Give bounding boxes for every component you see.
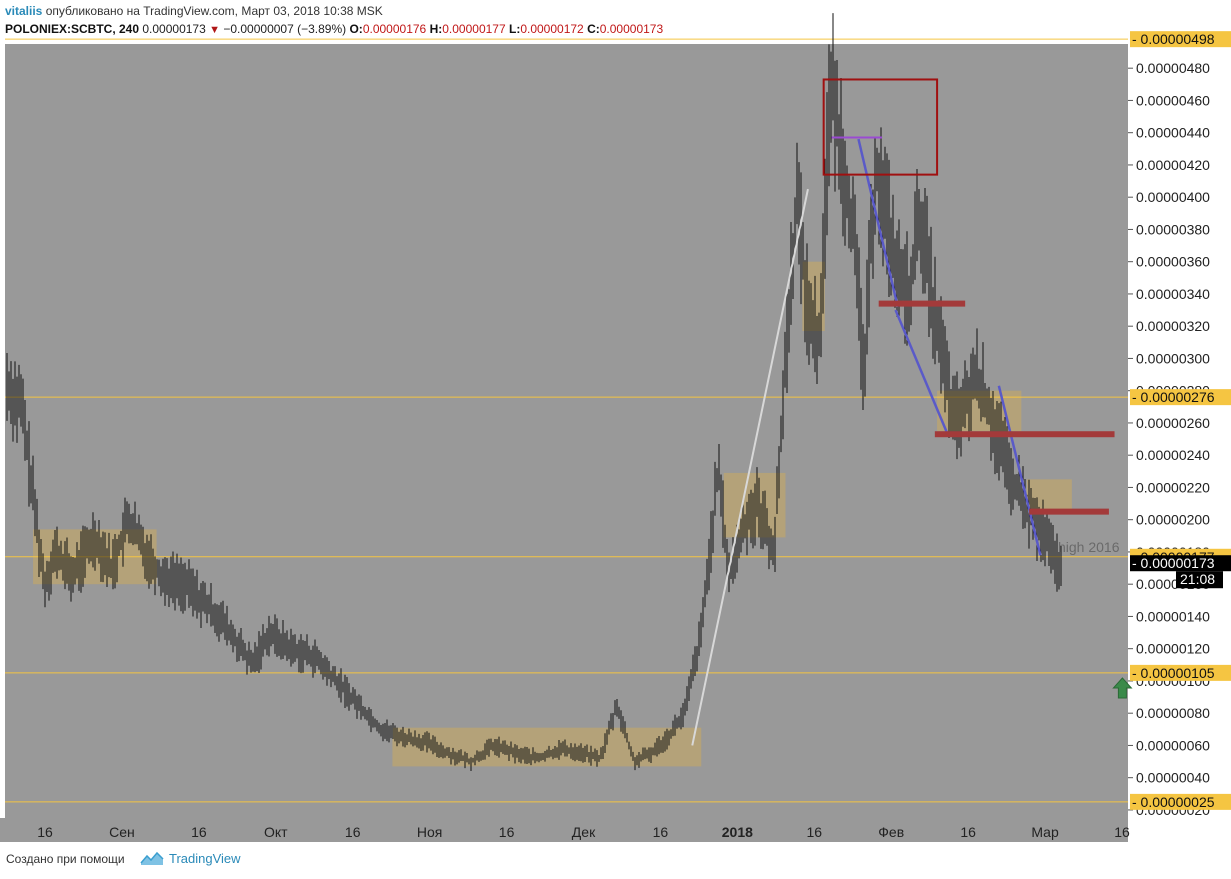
time-tick-label: 16: [191, 824, 207, 840]
close-value: 0.00000173: [599, 22, 664, 36]
open-value: 0.00000176: [362, 22, 427, 36]
red-level-bar[interactable]: [934, 431, 1115, 438]
price-tick-label: 0.00000300: [1136, 350, 1210, 366]
low-value: 0.00000172: [520, 22, 584, 36]
low-label: L:: [508, 22, 521, 36]
price-tick-label: 0.00000400: [1136, 189, 1210, 205]
chart-header: vitaliis опубликовано на TradingView.com…: [0, 0, 1231, 44]
price-tick-label: 0.00000260: [1136, 415, 1210, 431]
level-price-tag[interactable]: [1130, 389, 1231, 406]
down-triangle-icon: ▼: [209, 24, 221, 36]
price-tick-label: 0.00000340: [1136, 286, 1210, 302]
close-label: C:: [587, 22, 600, 36]
price-zone: [392, 727, 702, 767]
time-tick-label: 16: [1114, 824, 1130, 840]
price-chart[interactable]: high 2016 0.00000480 0.00000460 0.00000440 0…: [0, 0, 1231, 842]
time-tick-label: Ноя: [417, 824, 442, 840]
level-price-label: - 0.00000105: [1132, 665, 1215, 681]
time-tick-label: Окт: [264, 824, 288, 840]
time-tick-label: Мар: [1031, 824, 1059, 840]
price-tick-label: 0.00000480: [1136, 60, 1210, 76]
level-price-tag[interactable]: [1130, 793, 1231, 810]
author-link[interactable]: vitaliis: [5, 4, 43, 18]
trend-line-blue[interactable]: [857, 138, 900, 308]
price-tick-label: 0.00000240: [1136, 447, 1210, 463]
time-tick-label: Фев: [878, 824, 904, 840]
price-tick-label: 0.00000120: [1136, 641, 1210, 657]
horizontal-levels: [5, 38, 1128, 803]
tradingview-logo-icon[interactable]: [140, 850, 164, 866]
level-price-tag[interactable]: [1130, 31, 1231, 48]
price-tick-label: 0.00000360: [1136, 254, 1210, 270]
symbol-label[interactable]: POLONIEX:SCBTC, 240: [5, 22, 140, 36]
time-tick-label: 16: [960, 824, 976, 840]
time-axis-background[interactable]: [0, 818, 1128, 842]
symbol-info: POLONIEX:SCBTC, 240 0.00000173 ▼ −0.0000…: [5, 22, 663, 36]
footer: Создано при помощи TradingView: [0, 842, 1231, 879]
price-candles: [6, 13, 1062, 771]
countdown-label: 21:08: [1180, 571, 1215, 587]
trend-line-blue[interactable]: [894, 309, 950, 437]
open-label: O:: [349, 22, 363, 36]
countdown-tag: [1176, 571, 1223, 589]
published-text: опубликовано на TradingView.com, Март 03…: [45, 4, 383, 18]
price-axis-background[interactable]: [1128, 44, 1231, 842]
price-tick-label: 0.00000320: [1136, 318, 1210, 334]
price-tick-label: 0.00000200: [1136, 512, 1210, 528]
level-price-label: - 0.00000025: [1132, 794, 1215, 810]
last-price-label: - 0.00000173: [1132, 555, 1215, 571]
green-arrow-icon[interactable]: [1112, 677, 1133, 699]
tradingview-link[interactable]: TradingView: [169, 851, 241, 866]
price-tick-label: 0.00000380: [1136, 221, 1210, 237]
level-price-tag[interactable]: [1130, 664, 1231, 681]
level-price-label: - 0.00000498: [1132, 31, 1215, 47]
time-tick-label: Сен: [109, 824, 135, 840]
price-tick-label: 0.00000080: [1136, 705, 1210, 721]
time-tick-label: 16: [653, 824, 669, 840]
made-with-text: Создано при помощи: [6, 852, 125, 866]
price-tick-label: 0.00000220: [1136, 479, 1210, 495]
price-tick-label: 0.00000460: [1136, 92, 1210, 108]
price-change: −0.00000007 (−3.89%): [223, 22, 347, 36]
price-zone: [1026, 479, 1072, 512]
high-value: 0.00000177: [442, 22, 506, 36]
time-tick-label: Дек: [572, 824, 596, 840]
time-tick-label: 16: [499, 824, 515, 840]
level-price-label: - 0.00000276: [1132, 389, 1215, 405]
time-axis: 16 Сен 16 Окт 16 Ноя 16 Дек 16 2018 16 Фев 16 Мар 16: [37, 824, 1130, 840]
price-tick-label: 0.00000060: [1136, 737, 1210, 753]
time-tick-label: 16: [806, 824, 822, 840]
red-rectangle[interactable]: [822, 78, 939, 176]
price-tick-label: 0.00000140: [1136, 608, 1210, 624]
last-price: 0.00000173: [142, 22, 206, 36]
red-level-bar[interactable]: [1029, 508, 1109, 515]
trend-line-blue[interactable]: [997, 385, 1042, 556]
trend-line-white[interactable]: [691, 188, 809, 746]
price-tick-label: 0.00000040: [1136, 770, 1210, 786]
annotation-text: high 2016: [1058, 539, 1120, 555]
publish-info: vitaliis опубликовано на TradingView.com…: [5, 4, 383, 18]
red-level-bar[interactable]: [878, 300, 966, 307]
last-price-tag[interactable]: [1130, 555, 1231, 572]
high-label: H:: [429, 22, 443, 36]
price-tick-label: 0.00000420: [1136, 157, 1210, 173]
price-tick-label: 0.00000440: [1136, 125, 1210, 141]
time-tick-label: 16: [345, 824, 361, 840]
time-tick-label-year: 2018: [722, 824, 753, 840]
time-tick-label: 16: [37, 824, 53, 840]
